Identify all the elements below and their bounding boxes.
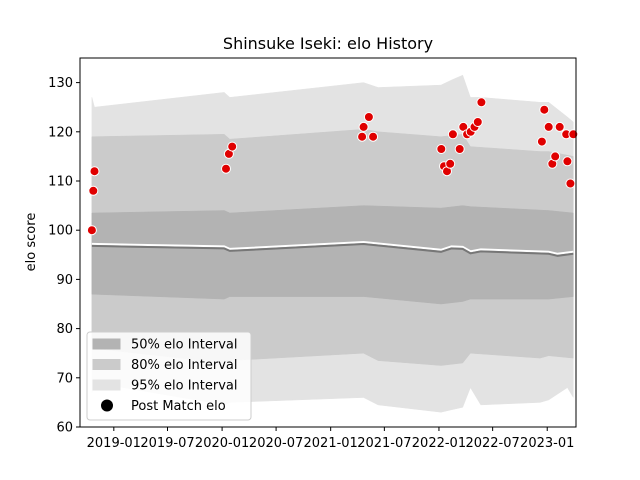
- legend-marker: [101, 399, 113, 412]
- post-match-point: [221, 163, 231, 174]
- post-match-point: [363, 112, 374, 122]
- post-match-point: [472, 117, 483, 127]
- post-match-point: [565, 178, 576, 189]
- legend-box: [86, 331, 252, 421]
- x-tick-label: 2020-01: [195, 436, 249, 451]
- post-match-points: [86, 97, 579, 236]
- y-tick-label: 60: [56, 421, 73, 436]
- y-tick-label: 80: [56, 322, 73, 337]
- x-tick-label: 2021-07: [357, 436, 411, 451]
- x-tick-label: 2019-07: [140, 436, 194, 451]
- post-match-point: [539, 104, 550, 115]
- y-axis-title: elo score: [24, 213, 39, 272]
- elo-line: [91, 242, 574, 257]
- legend: 50% elo Interval 80% elo Interval 95% elo …: [86, 331, 252, 421]
- x-tick-label: 2020-07: [249, 436, 303, 451]
- legend-label: Post Match elo: [131, 399, 226, 414]
- x-tick-label: 2022-07: [465, 436, 519, 451]
- post-match-point: [436, 144, 447, 154]
- legend-swatch: [92, 359, 121, 370]
- x-axis: 2019-01 2019-07 2020-01 2020-07 2021-01 2021-…: [87, 427, 574, 451]
- post-match-point: [536, 136, 547, 147]
- y-tick-label: 70: [56, 371, 73, 386]
- y-tick-label: 100: [48, 224, 73, 239]
- post-match-point: [562, 156, 573, 167]
- post-match-point: [86, 225, 97, 236]
- post-match-point: [454, 144, 465, 154]
- post-match-point: [550, 151, 561, 162]
- post-match-point: [554, 121, 565, 132]
- post-match-point: [88, 185, 99, 196]
- post-match-point: [447, 129, 458, 140]
- legend-swatch: [92, 338, 121, 350]
- x-tick-label: 2021-01: [304, 436, 358, 451]
- elo-center-line: [91, 240, 574, 257]
- y-tick-label: 120: [48, 125, 73, 140]
- y-tick-label: 90: [56, 273, 73, 288]
- legend-label: 80% elo Interval: [131, 358, 238, 373]
- post-match-point: [89, 166, 100, 177]
- plot-area: [86, 74, 579, 413]
- y-axis: 60 70 80 90 100 110 120 130: [48, 76, 80, 436]
- y-tick-label: 110: [48, 175, 73, 190]
- x-tick-label: 2019-01: [87, 436, 141, 451]
- post-match-point: [358, 121, 369, 132]
- y-tick-label: 130: [48, 76, 73, 91]
- post-match-point: [368, 131, 379, 142]
- x-tick-label: 2022-01: [412, 436, 466, 451]
- post-match-point: [357, 131, 368, 142]
- chart-title: Shinsuke Iseki: elo History: [223, 34, 433, 53]
- legend-label: 95% elo Interval: [131, 379, 238, 394]
- plot-frame: [79, 57, 577, 428]
- x-tick-label: 2023-01: [520, 436, 574, 451]
- post-match-point: [227, 141, 238, 152]
- post-match-point: [476, 97, 487, 108]
- elo-line-highlight: [91, 240, 574, 255]
- legend-label: 50% elo Interval: [131, 338, 238, 353]
- band-50-interval: [91, 205, 574, 305]
- legend-swatch: [92, 379, 121, 391]
- post-match-point: [543, 121, 554, 132]
- post-match-point: [445, 158, 456, 169]
